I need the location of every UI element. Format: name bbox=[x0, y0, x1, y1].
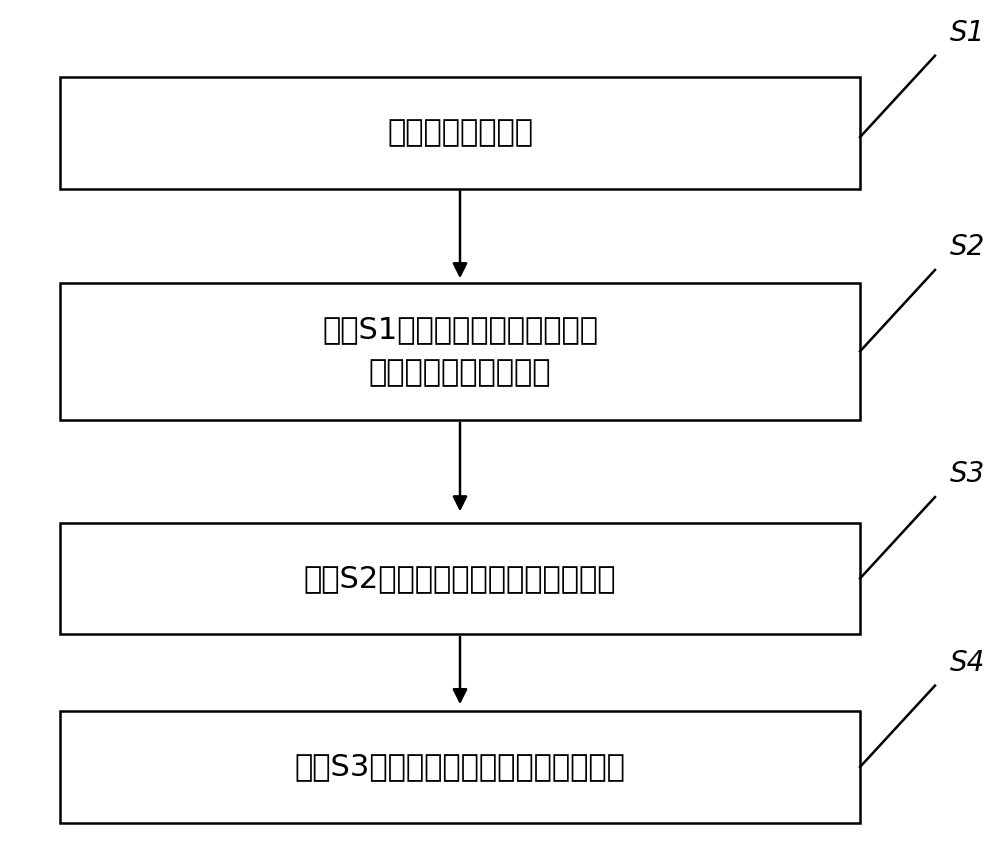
Text: S3: S3 bbox=[950, 460, 985, 488]
Text: 基于S1构建地表能量平衡分量及
其组分之间的平衡方程: 基于S1构建地表能量平衡分量及 其组分之间的平衡方程 bbox=[322, 315, 598, 387]
Bar bbox=[60, 77, 860, 189]
Text: S1: S1 bbox=[950, 19, 985, 47]
Text: S4: S4 bbox=[950, 649, 985, 677]
Bar bbox=[60, 711, 860, 823]
Bar bbox=[60, 523, 860, 634]
Text: 基于S3地面基准温度切分地表能量平衡: 基于S3地面基准温度切分地表能量平衡 bbox=[295, 752, 625, 782]
Bar bbox=[60, 283, 860, 420]
Text: S2: S2 bbox=[950, 233, 985, 261]
Text: 地表温度组分分解: 地表温度组分分解 bbox=[387, 118, 533, 147]
Text: 基于S2的平衡方程求解地面基准温度: 基于S2的平衡方程求解地面基准温度 bbox=[304, 564, 616, 593]
